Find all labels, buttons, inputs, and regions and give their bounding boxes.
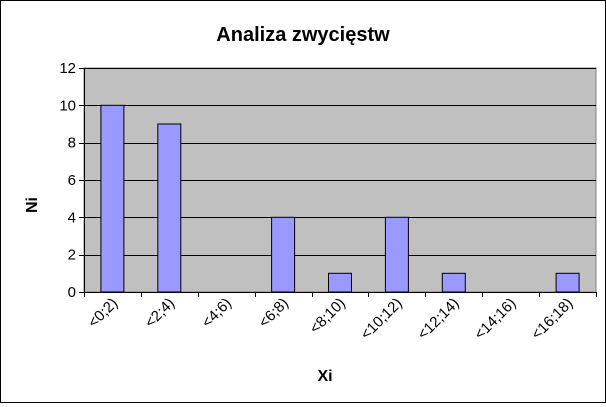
x-tick-label: <14;16)	[471, 295, 519, 343]
x-tick-label: <0;2)	[85, 295, 121, 331]
bar	[384, 216, 409, 293]
x-tick-label: <10;12)	[357, 295, 405, 343]
y-tick-label: 4	[68, 209, 76, 226]
y-tick-labels: 0 2 4 6 8 10 12	[59, 60, 76, 301]
y-tick-label: 12	[59, 60, 76, 77]
x-tick-label: <12;14)	[414, 295, 462, 343]
bar	[441, 272, 466, 293]
y-axis-title: Ni	[24, 197, 41, 213]
bar	[100, 104, 125, 293]
bars	[100, 104, 580, 293]
bar	[157, 123, 182, 293]
y-tick-label: 2	[68, 247, 76, 264]
y-tick-label: 10	[59, 97, 76, 114]
x-tick-labels: <0;2) <2;4) <4;6) <6;8) <8;10) <10;12) <12;14)…	[85, 295, 577, 343]
axes	[79, 68, 597, 297]
bar	[271, 216, 296, 293]
y-tick-label: 8	[68, 135, 76, 152]
x-tick-label: <2;4)	[142, 295, 178, 331]
x-tick-label: <8;10)	[306, 295, 348, 337]
x-tick-label: <4;6)	[199, 295, 235, 331]
bar	[555, 272, 580, 293]
chart-title: Analiza zwycięstw	[216, 24, 390, 46]
y-tick-label: 0	[68, 284, 76, 301]
x-axis-title: Xi	[317, 368, 332, 385]
x-tick-label: <16;18)	[528, 295, 576, 343]
x-tick-label: <6;8)	[255, 295, 291, 331]
y-tick-label: 6	[68, 172, 76, 189]
bar	[328, 272, 352, 293]
